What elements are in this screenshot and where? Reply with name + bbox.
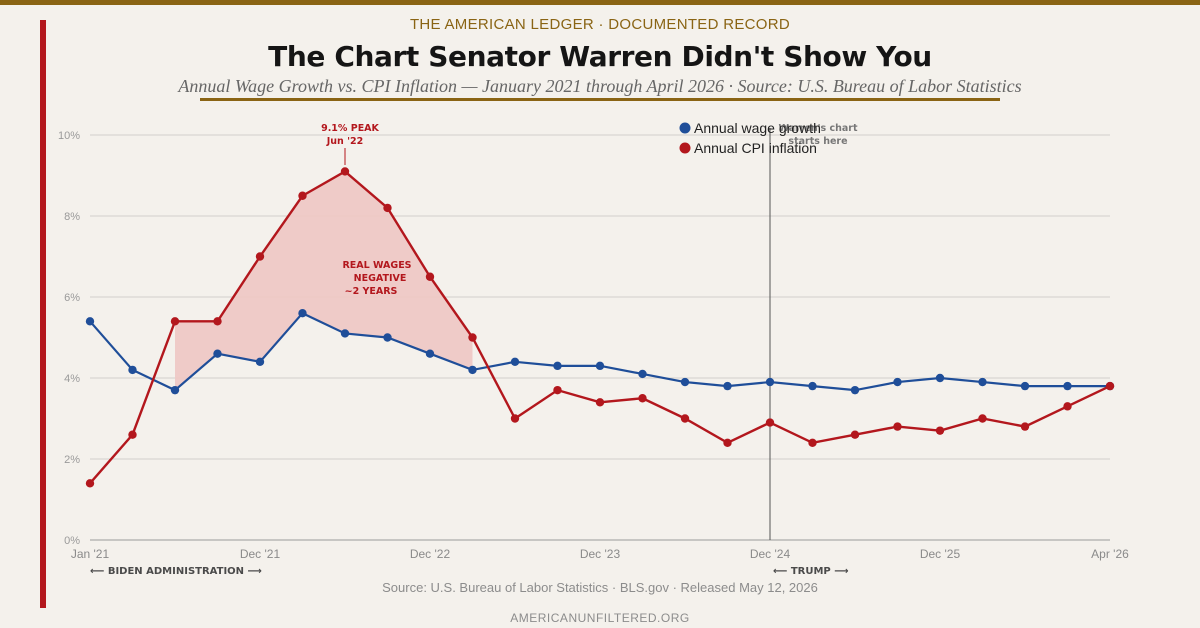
wage-data-point [808, 381, 817, 391]
source-note: Source: U.S. Bureau of Labor Statistics … [382, 580, 818, 595]
cpi-data-point [170, 317, 180, 326]
chart-subtitle: Annual Wage Growth vs. CPI Inflation — J… [178, 76, 1022, 96]
cpi-data-point [978, 414, 987, 423]
x-tick-label: Jan '21 [71, 547, 110, 561]
wage-data-point [425, 349, 435, 358]
legend-label: Annual wage growth [694, 120, 821, 136]
wage-data-point [128, 365, 137, 375]
trump-era-label: ⟵ TRUMP ⟶ [773, 566, 849, 577]
y-tick-label: 4% [64, 373, 80, 385]
y-tick-label: 2% [64, 454, 80, 466]
y-tick-label: 8% [64, 211, 80, 223]
page-title: The Chart Senator Warren Didn't Show You [268, 40, 932, 73]
wage-data-point [340, 329, 350, 338]
wage-data-point [595, 361, 605, 371]
cpi-data-point [1105, 381, 1115, 391]
wage-data-point [383, 333, 392, 342]
wage-data-point [170, 385, 180, 395]
x-tick-label: Dec '25 [920, 547, 961, 561]
legend-swatch [679, 122, 691, 134]
cpi-data-point [1020, 422, 1030, 431]
cpi-data-point [298, 191, 307, 200]
wage-data-point [680, 377, 690, 387]
wage-data-point [85, 317, 95, 326]
wage-data-point [468, 365, 477, 375]
cpi-data-point [935, 426, 945, 435]
cpi-data-point [723, 438, 732, 447]
cpi-data-point [595, 398, 605, 407]
real-wages-annotation: ~2 YEARS [345, 286, 398, 297]
wage-data-point [935, 373, 945, 383]
x-tick-label: Dec '22 [410, 547, 451, 561]
legend-swatch [679, 142, 691, 154]
wage-data-point [553, 361, 562, 371]
cpi-data-point [340, 167, 350, 176]
top-rule [0, 0, 1200, 5]
y-tick-label: 0% [64, 535, 80, 547]
y-tick-label: 6% [64, 292, 80, 304]
cpi-data-point [765, 418, 775, 427]
wage-data-point [723, 381, 732, 391]
cpi-data-point [680, 414, 690, 423]
cpi-data-point [1063, 402, 1072, 411]
wage-data-point [1063, 381, 1072, 391]
real-wage-gap-shading [175, 171, 473, 391]
publication-kicker: THE AMERICAN LEDGER · DOCUMENTED RECORD [409, 16, 791, 33]
cpi-data-point [638, 394, 647, 403]
wage-data-point [510, 357, 520, 366]
divider-annotation: starts here [788, 136, 847, 147]
wage-data-point [893, 377, 902, 387]
y-tick-label: 10% [58, 130, 80, 142]
cpi-data-point [383, 203, 392, 213]
peak-annotation: 9.1% PEAK [321, 123, 379, 134]
wage-data-point [213, 349, 222, 358]
cpi-data-point [510, 414, 520, 423]
wage-data-point [765, 377, 775, 387]
subtitle-underline [200, 98, 1000, 101]
cpi-data-point [425, 272, 435, 281]
cpi-data-point [553, 385, 562, 395]
cpi-data-point [85, 479, 95, 488]
real-wages-annotation: REAL WAGES [342, 260, 411, 271]
cpi-data-point [808, 438, 817, 447]
real-wages-annotation: NEGATIVE [354, 273, 407, 284]
biden-era-label: ⟵ BIDEN ADMINISTRATION ⟶ [90, 566, 262, 577]
wage-data-point [978, 377, 987, 387]
cpi-data-point [893, 422, 902, 431]
wage-data-point [1020, 381, 1030, 391]
left-accent-bar [40, 20, 46, 608]
cpi-data-point [850, 430, 860, 439]
cpi-data-point [128, 430, 137, 439]
wage-data-point [850, 385, 860, 395]
wage-data-point [638, 369, 647, 379]
x-tick-label: Dec '24 [750, 547, 791, 561]
divider-annotation: Warren's chart [778, 123, 857, 134]
cpi-data-point [468, 333, 477, 342]
peak-date-annotation: Jun '22 [326, 136, 364, 147]
x-tick-label: Dec '21 [240, 547, 281, 561]
site-url[interactable]: AMERICANUNFILTERED.ORG [510, 611, 690, 625]
x-tick-label: Apr '26 [1091, 547, 1129, 561]
cpi-data-point [255, 252, 265, 261]
cpi-data-point [213, 317, 222, 326]
wage-data-point [298, 309, 307, 318]
x-tick-label: Dec '23 [580, 547, 621, 561]
wage-data-point [255, 357, 265, 366]
legend-label: Annual CPI inflation [694, 140, 817, 156]
